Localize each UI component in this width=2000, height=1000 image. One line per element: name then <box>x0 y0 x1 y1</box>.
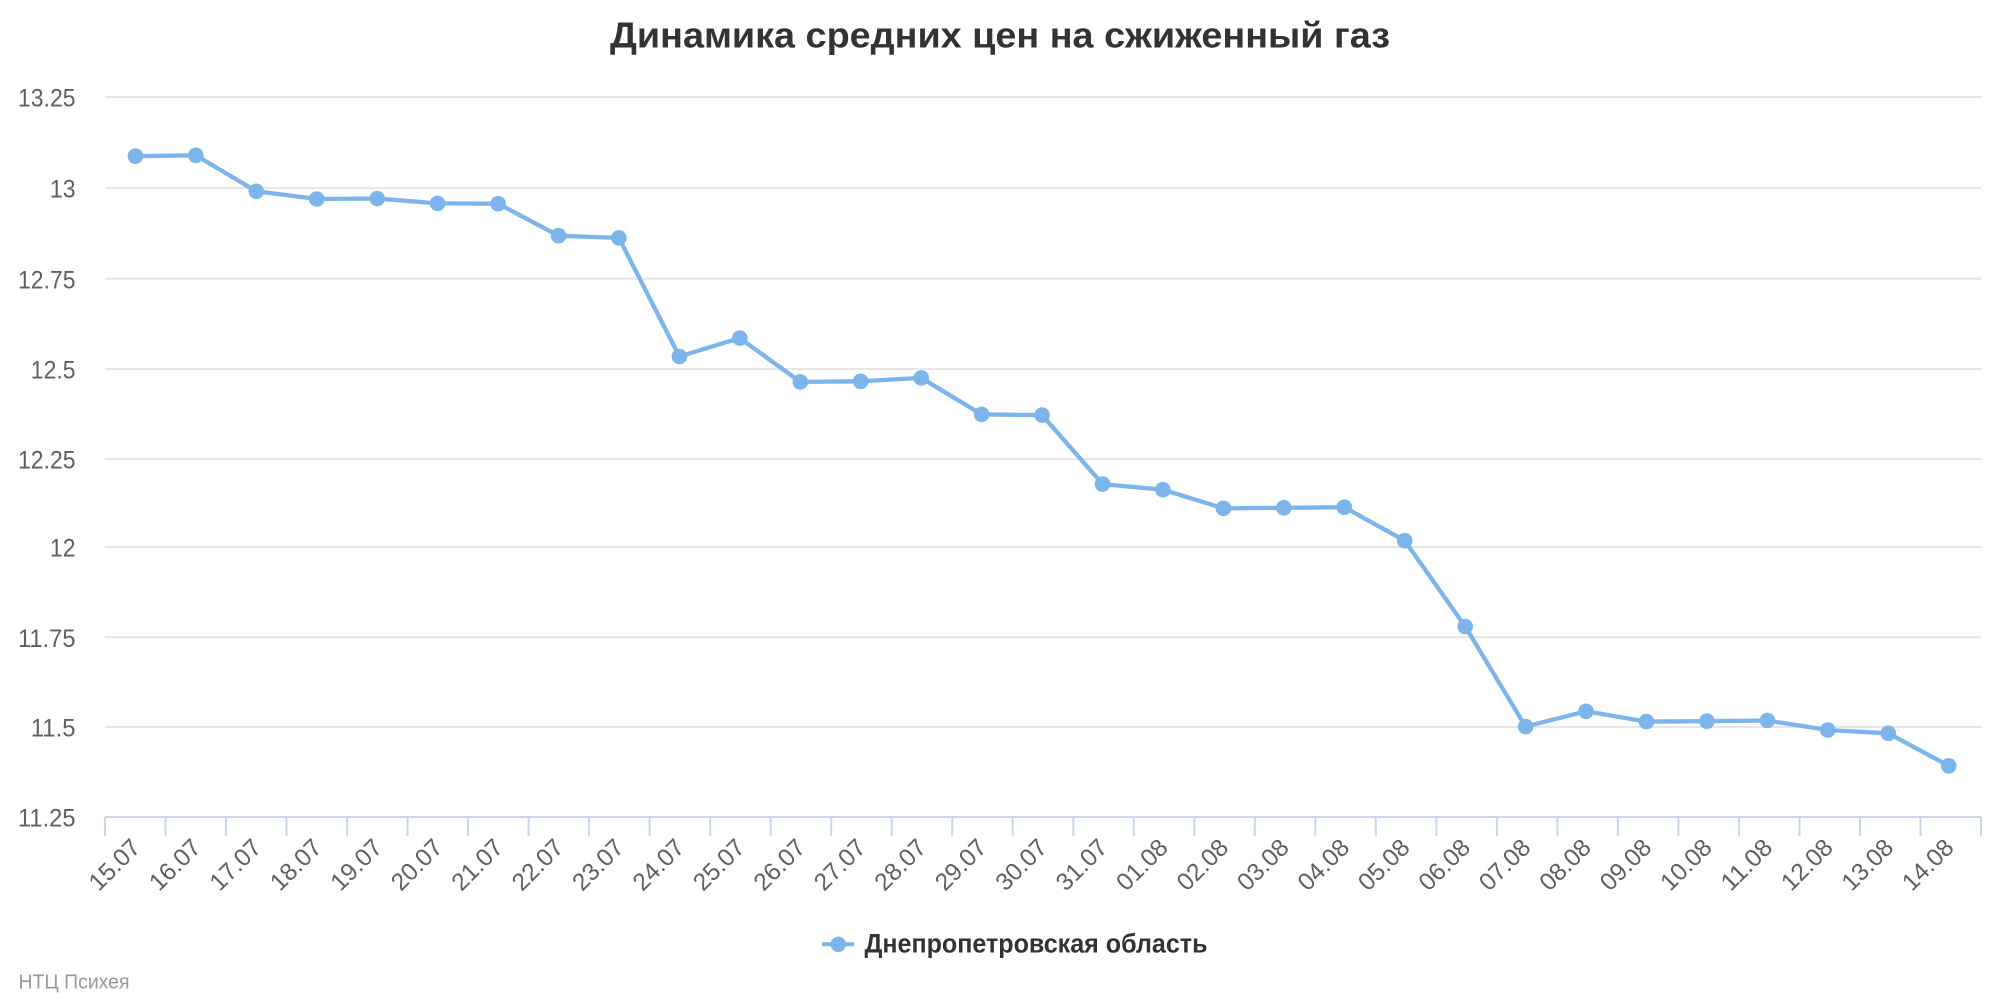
svg-text:12.5: 12.5 <box>31 357 76 385</box>
svg-text:13: 13 <box>50 176 76 204</box>
svg-text:11.25: 11.25 <box>18 805 76 833</box>
svg-text:11.75: 11.75 <box>18 625 76 653</box>
svg-text:Днепропетровская область: Днепропетровская область <box>865 929 1208 959</box>
svg-text:12.25: 12.25 <box>18 447 76 475</box>
svg-text:11.5: 11.5 <box>31 715 76 743</box>
svg-text:12: 12 <box>50 535 76 563</box>
svg-text:12.75: 12.75 <box>18 266 76 294</box>
svg-text:Динамика средних цен на сжижен: Динамика средних цен на сжиженный газ <box>610 15 1390 56</box>
svg-text:НТЦ Психея: НТЦ Психея <box>19 972 130 994</box>
svg-text:13.25: 13.25 <box>18 85 76 113</box>
